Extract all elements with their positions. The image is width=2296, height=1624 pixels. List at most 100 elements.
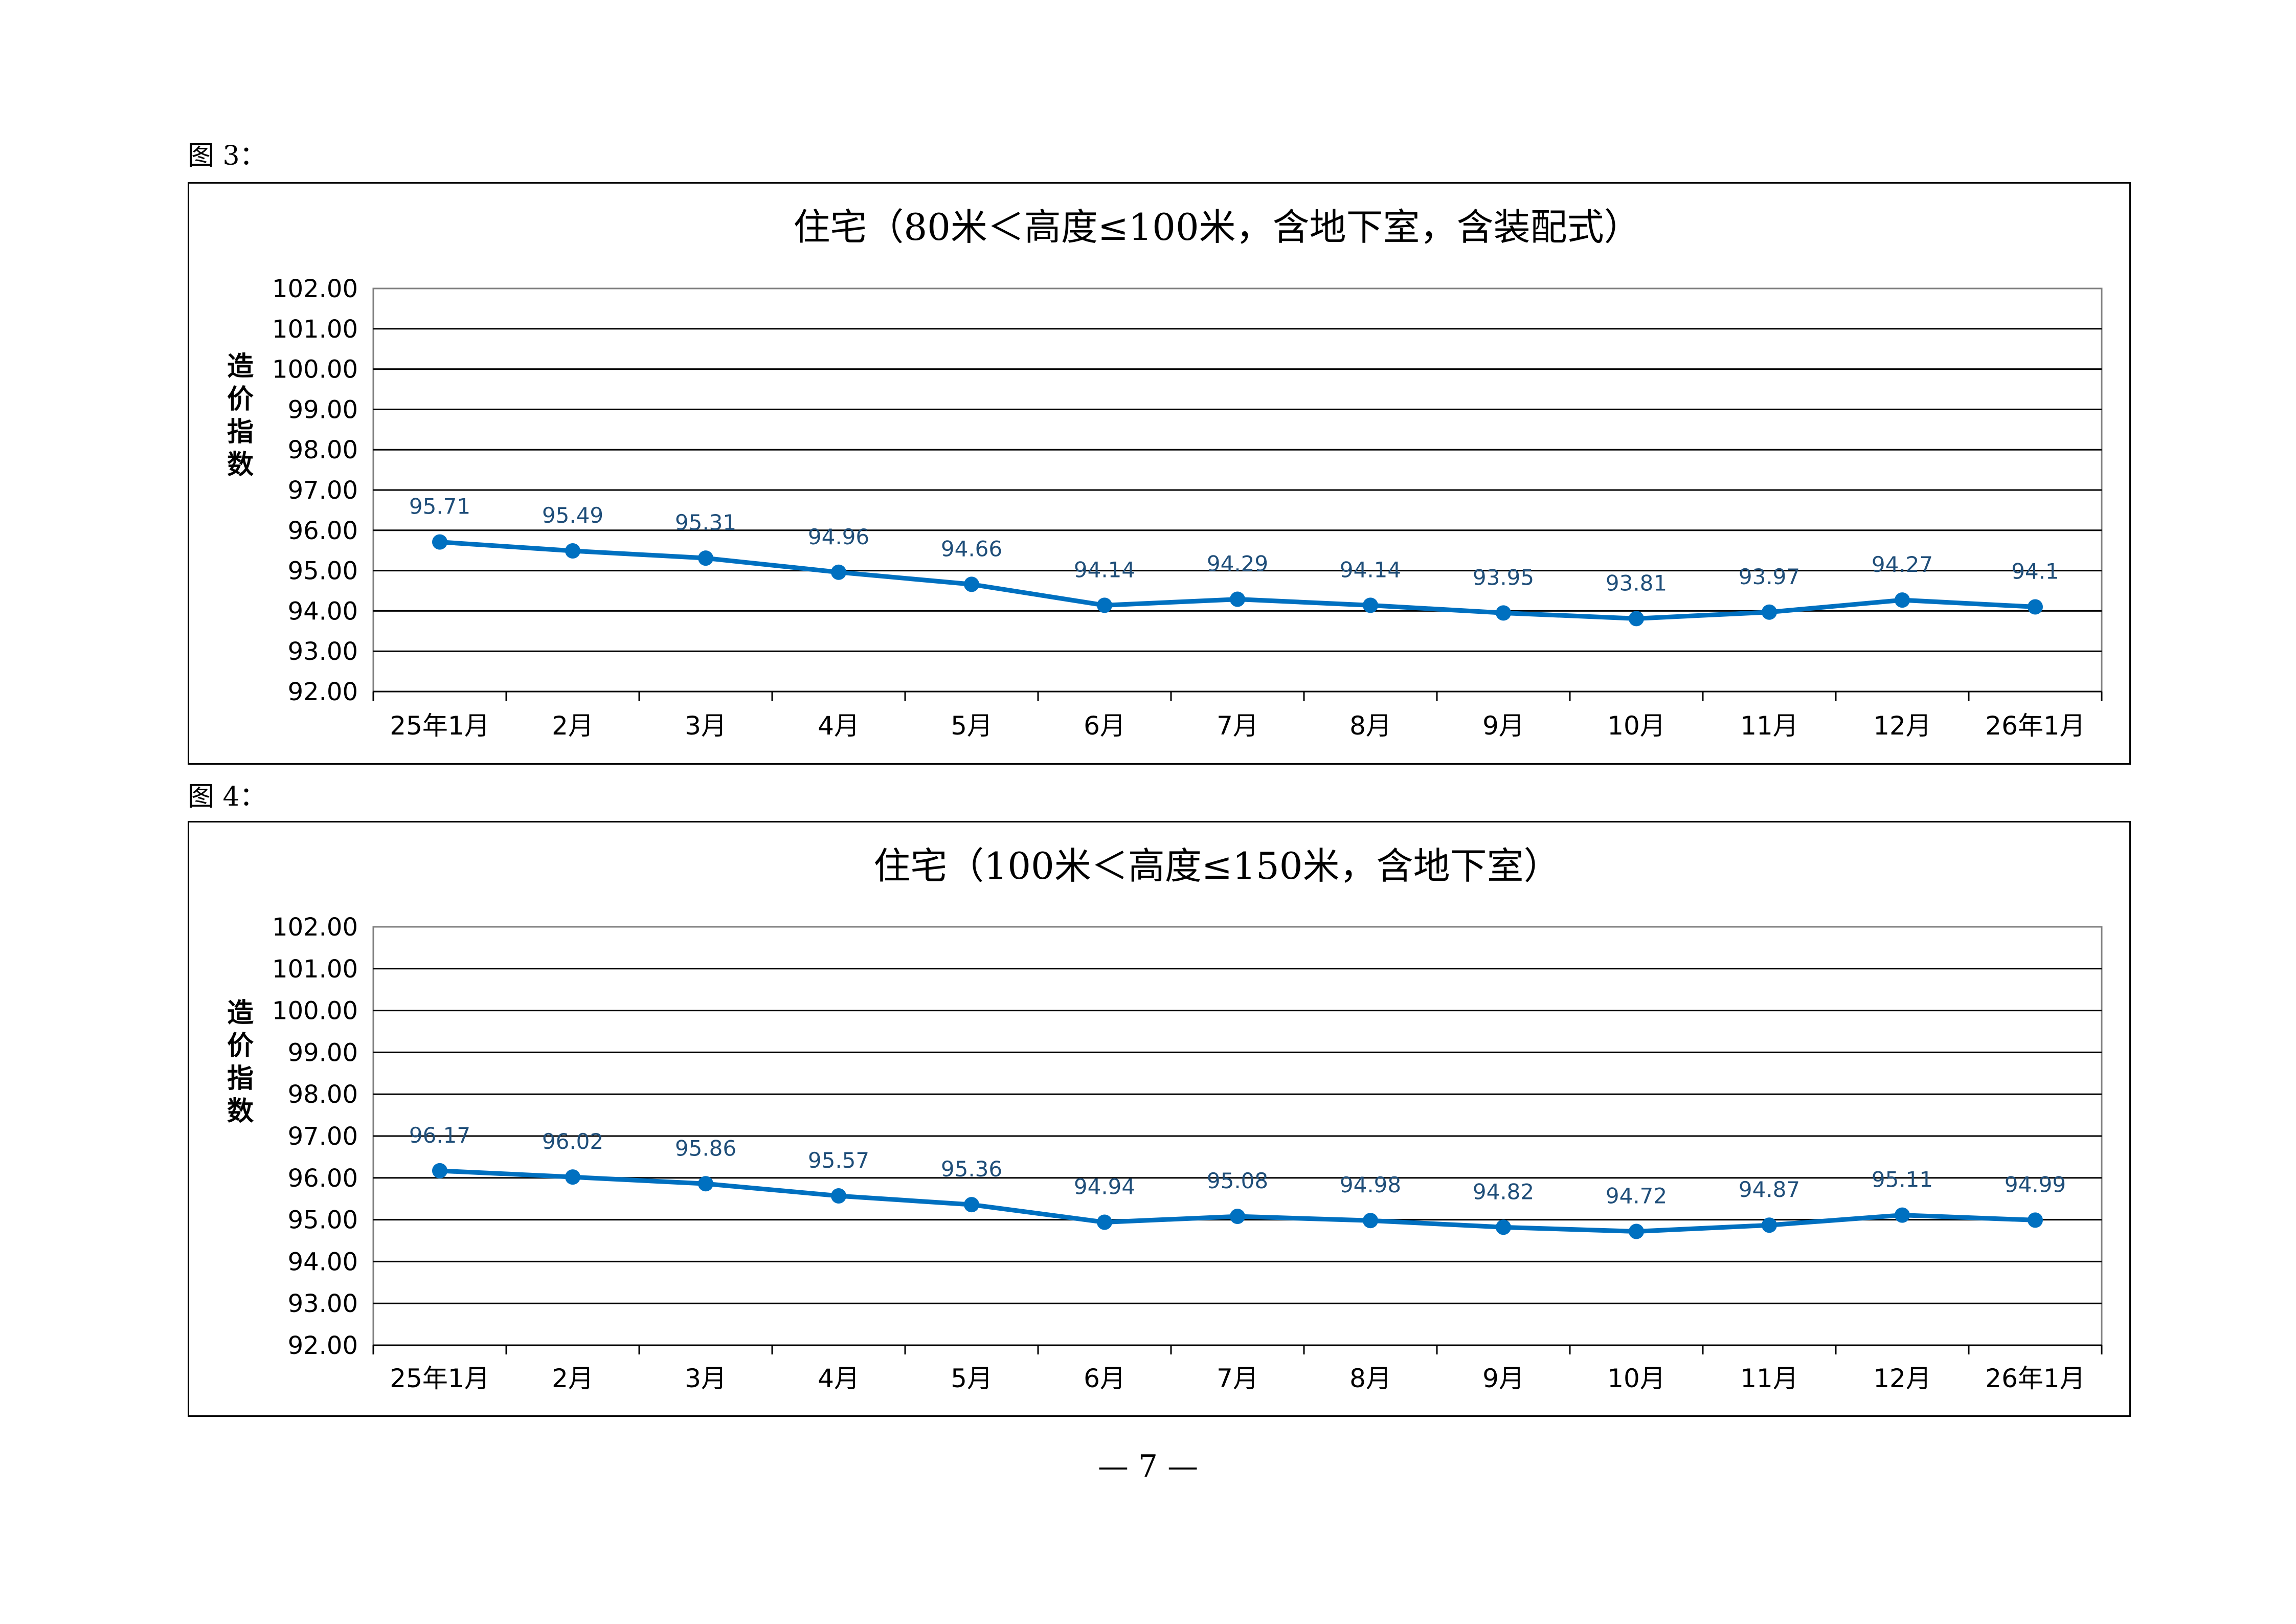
data-label: 93.95	[1473, 565, 1534, 590]
x-tick-label: 6月	[1084, 711, 1126, 741]
data-label: 94.87	[1739, 1177, 1800, 1202]
data-point	[1363, 597, 1378, 613]
x-tick-label: 9月	[1482, 1364, 1524, 1393]
y-tick-label: 99.00	[288, 395, 358, 424]
y-tick-label: 102.00	[272, 913, 358, 942]
data-point	[1097, 1214, 1112, 1230]
data-point	[698, 1176, 713, 1192]
data-point	[831, 564, 846, 580]
data-label: 95.57	[808, 1148, 869, 1173]
y-axis-label: 数	[227, 449, 254, 480]
x-tick-label: 7月	[1217, 711, 1258, 741]
x-tick-label: 5月	[951, 1364, 993, 1393]
chart-title: 住宅（100米＜高度≤150米，含地下室）	[873, 844, 1560, 887]
data-point	[1097, 597, 1112, 613]
data-point	[2028, 1212, 2043, 1228]
y-tick-label: 92.00	[288, 1331, 358, 1360]
data-label: 94.1	[2011, 559, 2059, 584]
y-tick-label: 93.00	[288, 637, 358, 666]
y-tick-label: 98.00	[288, 436, 358, 464]
data-point	[565, 1169, 580, 1185]
chart-4-container: 住宅（100米＜高度≤150米，含地下室） 92.00 93.00 94.00 95.0…	[188, 821, 2131, 1417]
data-point	[1230, 1209, 1245, 1225]
y-axis-label: 指	[227, 1063, 254, 1094]
data-point	[831, 1188, 846, 1204]
data-label: 94.82	[1473, 1179, 1534, 1204]
data-label: 94.98	[1340, 1172, 1401, 1197]
y-tick-label: 100.00	[272, 355, 358, 384]
y-tick-label: 93.00	[288, 1289, 358, 1318]
x-tick-label: 7月	[1217, 1364, 1258, 1393]
x-tick-label: 4月	[818, 711, 860, 741]
data-label: 95.31	[675, 510, 736, 535]
data-point	[964, 576, 979, 592]
data-label: 94.14	[1340, 557, 1401, 582]
x-tick-label: 9月	[1482, 711, 1524, 741]
x-tick-label: 5月	[951, 711, 993, 741]
data-label: 94.27	[1872, 552, 1933, 577]
y-tick-label: 101.00	[272, 315, 358, 344]
data-point	[1629, 1223, 1644, 1239]
data-point	[565, 543, 580, 559]
y-tick-label: 95.00	[288, 1206, 358, 1235]
page-number: — 7 —	[1097, 1449, 1199, 1484]
y-tick-label: 97.00	[288, 1122, 358, 1151]
data-label: 94.96	[808, 524, 869, 549]
chart-3-svg: 住宅（80米＜高度≤100米，含地下室，含装配式） 92.00 93.00 94.00…	[227, 206, 2103, 741]
data-label: 95.86	[675, 1136, 736, 1161]
data-label: 94.66	[941, 536, 1002, 561]
data-point	[1363, 1213, 1378, 1229]
data-label: 93.81	[1606, 570, 1667, 595]
x-tick-label: 12月	[1873, 1364, 1931, 1393]
y-tick-label: 100.00	[272, 997, 358, 1026]
data-label: 94.72	[1606, 1184, 1667, 1209]
y-axis-label: 价	[227, 1030, 254, 1061]
x-tick-label: 4月	[818, 1364, 860, 1393]
y-tick-label: 94.00	[288, 597, 358, 626]
chart-title: 住宅（80米＜高度≤100米，含地下室，含装配式）	[793, 206, 1640, 249]
x-tick-label: 3月	[685, 711, 727, 741]
y-tick-label: 96.00	[288, 517, 358, 545]
data-label: 95.36	[941, 1156, 1002, 1182]
x-tick-label: 10月	[1607, 711, 1665, 741]
y-tick-label: 92.00	[288, 678, 358, 706]
data-point	[964, 1197, 979, 1213]
figure-4-label: 图 4：	[188, 782, 266, 812]
x-tick-label: 2月	[552, 1364, 594, 1393]
data-label: 95.71	[409, 494, 470, 519]
y-tick-label: 94.00	[288, 1248, 358, 1276]
x-tick-label: 11月	[1740, 1364, 1798, 1393]
y-tick-label: 96.00	[288, 1164, 358, 1193]
data-point	[1496, 605, 1511, 621]
x-tick-label: 8月	[1349, 1364, 1391, 1393]
x-tick-label: 12月	[1873, 711, 1931, 741]
x-tick-label: 26年1月	[1985, 711, 2085, 741]
data-point	[1762, 604, 1777, 620]
data-label: 94.29	[1207, 551, 1268, 576]
data-label: 95.08	[1207, 1168, 1268, 1193]
data-point	[698, 550, 713, 566]
data-point	[1895, 1207, 1910, 1223]
chart-3-container: 住宅（80米＜高度≤100米，含地下室，含装配式） 92.00 93.00 94.00…	[188, 182, 2131, 765]
x-tick-label: 10月	[1607, 1364, 1665, 1393]
figure-3-label: 图 3：	[188, 141, 266, 171]
y-axis-label: 造	[227, 351, 254, 382]
x-tick-label: 11月	[1740, 711, 1798, 741]
x-tick-label: 25年1月	[390, 1364, 489, 1393]
data-label: 94.14	[1074, 557, 1135, 582]
data-label: 95.11	[1872, 1167, 1933, 1192]
data-point	[432, 1163, 447, 1178]
y-tick-label: 98.00	[288, 1080, 358, 1109]
y-tick-label: 99.00	[288, 1038, 358, 1067]
data-point	[432, 534, 447, 550]
data-point	[1230, 591, 1245, 607]
y-tick-label: 97.00	[288, 476, 358, 505]
y-tick-label: 102.00	[272, 275, 358, 303]
data-point	[1895, 592, 1910, 608]
data-point	[2028, 599, 2043, 615]
x-tick-label: 26年1月	[1985, 1364, 2085, 1393]
data-label: 96.17	[409, 1123, 470, 1148]
data-label: 94.99	[2005, 1172, 2066, 1197]
data-point	[1629, 611, 1644, 627]
y-axis-label: 指	[227, 416, 254, 448]
